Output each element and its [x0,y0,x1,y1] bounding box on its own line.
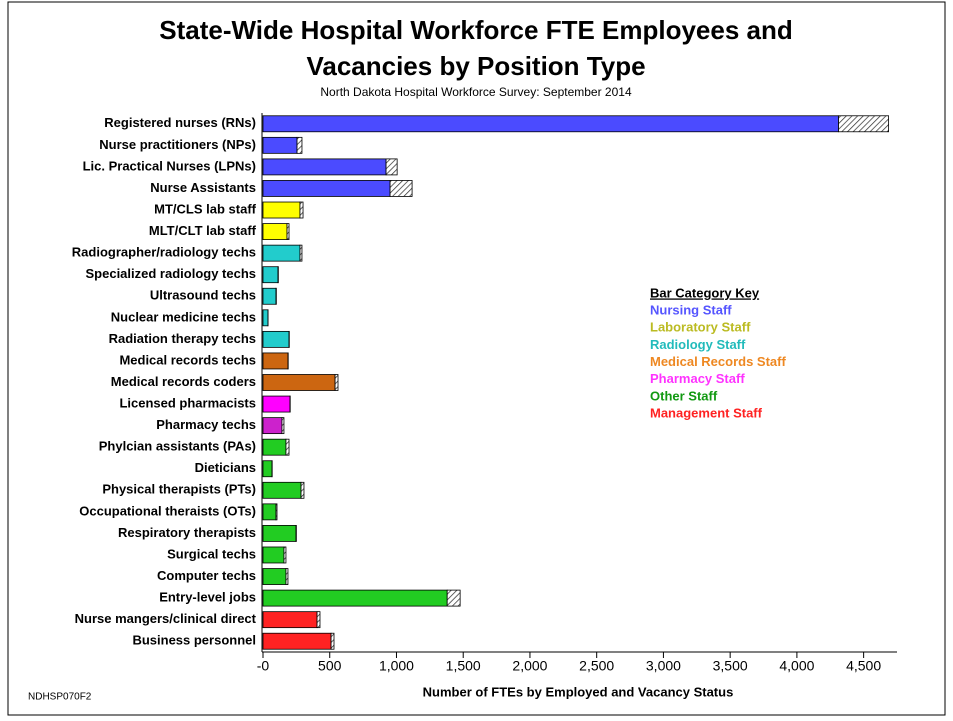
y-tick-label: Respiratory therapists [118,525,256,540]
y-tick-label: Business personnel [132,633,256,648]
x-tick-label: 500 [318,658,342,674]
bar-vacancy [275,503,278,521]
bar-vacancy [385,158,398,176]
key-item: Laboratory Staff [650,320,751,335]
bar-vacancy [446,589,461,607]
y-tick-label: Phylcian assistants (PAs) [99,439,256,454]
bar-employed [262,201,301,219]
y-tick-label: Ultrasound techs [150,288,256,303]
bar-employed [262,546,285,564]
y-tick-label: MLT/CLT lab staff [149,223,257,238]
y-tick-label: Nurse mangers/clinical direct [75,611,257,626]
bar-vacancy [285,438,290,456]
bar-employed [262,115,839,133]
bar-employed [262,395,291,413]
bar-employed [262,417,283,435]
bar-vacancy [283,546,287,564]
bar-employed [262,568,287,585]
x-tick-label: 2,500 [579,658,614,674]
y-tick-label: Registered nurses (RNs) [104,115,256,130]
bar-employed [262,244,301,262]
bar-vacancy [330,632,335,650]
bar-employed [262,287,277,305]
y-tick-label: Surgical techs [167,546,256,561]
y-tick-label: Dieticians [195,460,256,475]
bar-employed [262,374,336,391]
y-tick-label: Nurse Assistants [150,180,256,195]
bar-employed [262,611,318,629]
bar-employed [262,438,287,456]
bar-employed [262,632,332,650]
y-tick-label: Entry-level jobs [159,590,256,605]
bar-vacancy [281,417,285,435]
y-tick-label: Specialized radiology techs [86,266,257,281]
bar-employed [262,266,279,284]
y-tick-label: Nuclear medicine techs [111,309,256,324]
bar-employed [262,460,273,478]
key-item: Medical Records Staff [650,354,786,369]
x-axis-label: Number of FTEs by Employed and Vacancy S… [423,684,734,699]
y-tick-label: Radiation therapy techs [109,331,256,346]
footnote: NDHSP070F2 [28,692,92,703]
chart-subtitle: North Dakota Hospital Workforce Survey: … [320,85,632,99]
chart-title: Vacancies by Position Type [306,51,645,81]
bar-vacancy [299,244,303,262]
bar-employed [262,330,290,348]
x-tick-label: 4,000 [779,658,814,674]
y-tick-label: Pharmacy techs [156,417,256,432]
x-tick-label: 1,000 [379,658,414,674]
bar-vacancy [299,201,304,219]
y-tick-label: Nurse practitioners (NPs) [99,137,256,152]
bar-vacancy [285,568,289,585]
y-tick-label: Occupational theraists (OTs) [79,503,256,518]
bar-employed [262,481,302,499]
bar-employed [262,309,269,327]
x-tick-label: 1,500 [446,658,481,674]
y-tick-label: Licensed pharmacists [119,395,256,410]
bar-employed [262,180,391,197]
bar-vacancy [389,180,413,197]
y-tick-label: Radiographer/radiology techs [72,245,256,260]
bar-vacancy [300,481,305,499]
y-tick-label: Medical records coders [111,374,256,389]
key-item: Nursing Staff [650,302,732,317]
frame [7,1,946,716]
key-item: Management Staff [650,406,763,421]
y-tick-label: Physical therapists (PTs) [102,482,256,497]
bar-vacancy [286,223,290,240]
x-tick-label: 3,500 [713,658,748,674]
bar-employed [262,136,298,154]
y-tick-label: Lic. Practical Nurses (LPNs) [83,158,256,173]
x-tick-label: -0 [257,658,270,674]
bar-employed [262,223,288,240]
bar-vacancy [316,611,321,629]
bar-employed [262,503,277,521]
key-item: Pharmacy Staff [650,371,745,386]
bar-vacancy [296,136,303,154]
bar-employed [262,589,448,607]
chart-title: State-Wide Hospital Workforce FTE Employ… [159,15,793,45]
x-tick-label: 2,000 [512,658,547,674]
key-item: Radiology Staff [650,337,746,352]
key-title: Bar Category Key [650,285,760,300]
y-tick-label: Medical records techs [119,352,256,367]
bar-vacancy [334,374,339,391]
y-tick-label: MT/CLS lab staff [154,201,257,216]
bar-vacancy [838,115,889,133]
y-tick-label: Computer techs [157,568,256,583]
x-tick-label: 4,500 [846,658,881,674]
bar-employed [262,352,289,370]
bar-employed [262,525,297,542]
bar-employed [262,158,387,176]
key-item: Other Staff [650,388,718,403]
x-tick-label: 3,000 [646,658,681,674]
